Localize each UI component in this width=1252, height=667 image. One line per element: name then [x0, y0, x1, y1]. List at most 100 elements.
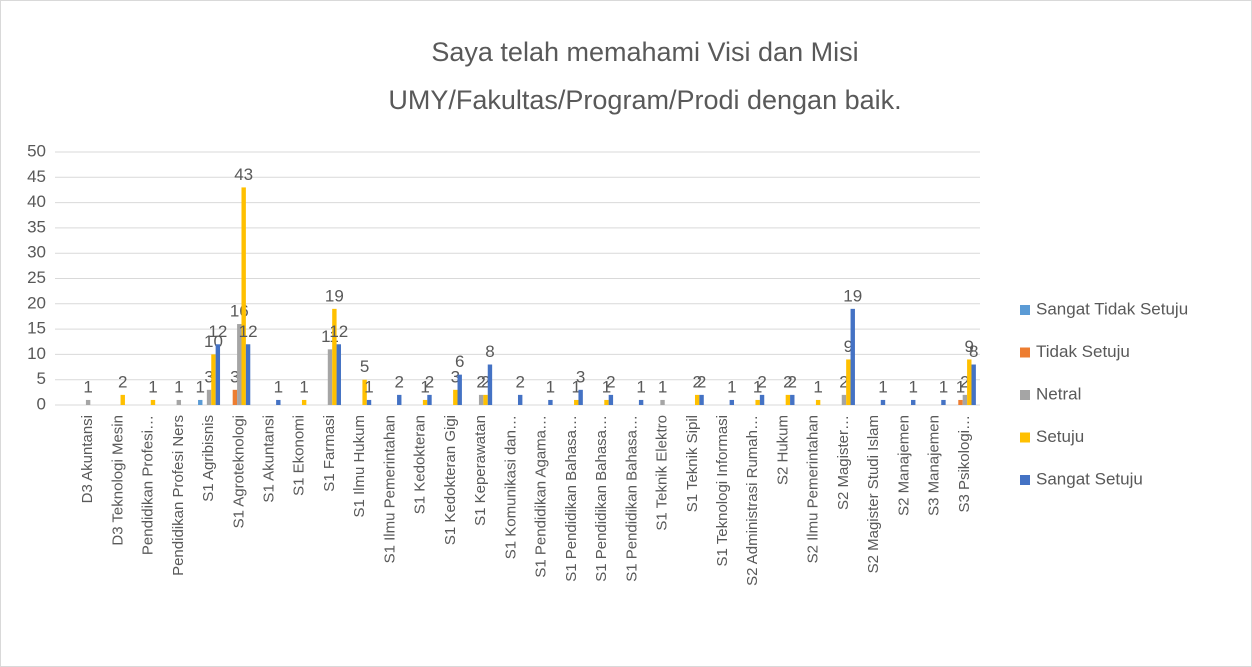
bar [517, 394, 523, 405]
bar [453, 389, 458, 405]
bar [336, 344, 341, 405]
bar [206, 389, 212, 405]
data-label: 2 [476, 372, 485, 391]
x-tick-label: S1 Ilmu Hukum [351, 415, 368, 518]
x-tick-label: D3 Teknologi Mesin [109, 415, 126, 546]
legend-label: Tidak Setuju [1036, 342, 1130, 361]
bar [176, 399, 182, 405]
legend-label: Sangat Tidak Setuju [1036, 299, 1188, 318]
y-tick-label: 30 [27, 243, 46, 262]
x-tick-label: S2 Magister… [835, 415, 852, 510]
data-label: 1 [364, 377, 373, 396]
x-tick-label: S1 Akuntansi [260, 415, 277, 503]
data-label: 3 [230, 367, 239, 386]
bar [548, 399, 553, 405]
data-label: 1 [299, 377, 308, 396]
data-label: 2 [118, 372, 127, 391]
bar [237, 324, 242, 405]
legend-swatch [1020, 475, 1030, 485]
data-label: 1 [956, 377, 965, 396]
legend-swatch [1020, 432, 1030, 443]
bar [422, 399, 428, 405]
x-tick-label: S2 Hukum [774, 415, 791, 485]
bar [85, 399, 91, 405]
data-label: 12 [239, 322, 258, 341]
x-tick-label: S1 Pendidikan Bahasa… [623, 415, 640, 582]
x-tick-label: S1 Agribisnis [200, 415, 217, 502]
x-tick-label: S1 Komunikasi dan… [502, 415, 519, 559]
x-tick-label: D3 Akuntansi [79, 415, 96, 503]
data-label: 2 [788, 372, 797, 391]
legend-swatch [1020, 347, 1030, 358]
bar [962, 394, 968, 405]
bar [941, 399, 946, 405]
bar [578, 389, 583, 405]
bar [608, 394, 614, 405]
bar [638, 399, 644, 405]
data-label: 2 [425, 372, 434, 391]
bar [755, 399, 760, 405]
data-label: 1 [636, 377, 645, 396]
data-label: 12 [208, 322, 227, 341]
y-tick-label: 10 [27, 344, 46, 363]
x-tick-label: S1 Kedokteran Gigi [442, 415, 459, 545]
bar [911, 399, 916, 405]
x-tick-label: S1 Keperawatan [472, 415, 489, 526]
data-label: 19 [325, 286, 344, 305]
data-label: 3 [576, 367, 585, 386]
bar [215, 344, 221, 405]
x-tick-label: S1 Teknologi Informasi [714, 415, 731, 566]
data-label: 1 [878, 377, 887, 396]
data-label: 1 [939, 377, 948, 396]
data-label: 2 [481, 372, 490, 391]
bar [211, 354, 216, 405]
y-tick-label: 20 [27, 293, 46, 312]
x-tick-label: Pendidikan Profesi… [140, 415, 157, 555]
bar [694, 394, 700, 405]
bar [241, 187, 246, 405]
x-tick-label: S3 Manajemen [926, 415, 943, 516]
data-label: 5 [360, 357, 369, 376]
data-label: 2 [395, 372, 404, 391]
bar [457, 374, 462, 405]
x-tick-label: S1 Agroteknologi [230, 415, 247, 528]
bar [332, 308, 337, 405]
data-label: 1 [274, 377, 283, 396]
bar [198, 399, 203, 405]
data-label: 6 [455, 352, 464, 371]
data-label: 2 [515, 372, 524, 391]
data-label: 2 [692, 372, 701, 391]
x-tick-label: S1 Pendidikan Agama… [533, 415, 550, 578]
data-label: 1 [196, 377, 205, 396]
y-tick-label: 50 [27, 141, 46, 160]
y-tick-label: 15 [27, 319, 46, 338]
chart-title: Saya telah memahami Visi dan Misi UMY/Fa… [388, 37, 902, 115]
bar [967, 359, 972, 405]
data-label: 1 [572, 377, 581, 396]
x-tick-label: S1 Teknik Elektro [654, 415, 671, 531]
bar [427, 394, 432, 405]
bar [971, 364, 976, 405]
data-label: 43 [234, 165, 253, 184]
bar [660, 399, 665, 405]
bar [574, 399, 579, 405]
x-tick-label: S1 Ilmu Pemerintahan [381, 415, 398, 563]
y-tick-label: 5 [37, 369, 46, 388]
bar [150, 399, 156, 405]
legend-label: Setuju [1036, 427, 1084, 446]
bar [366, 399, 372, 405]
data-label: 1 [546, 377, 555, 396]
data-label: 1 [908, 377, 917, 396]
x-tick-label: S2 Administrasi Rumah… [744, 415, 761, 586]
data-label: 8 [485, 342, 494, 361]
x-tick-label: S1 Kedokteran [412, 415, 429, 514]
bar [604, 399, 609, 405]
data-label: 9 [844, 337, 853, 356]
data-label: 2 [783, 372, 792, 391]
y-tick-label: 35 [27, 217, 46, 236]
bar [301, 399, 307, 405]
y-tick-label: 0 [37, 394, 46, 413]
x-tick-label: S2 Ilmu Pemerintahan [805, 415, 822, 563]
bar [958, 399, 963, 405]
